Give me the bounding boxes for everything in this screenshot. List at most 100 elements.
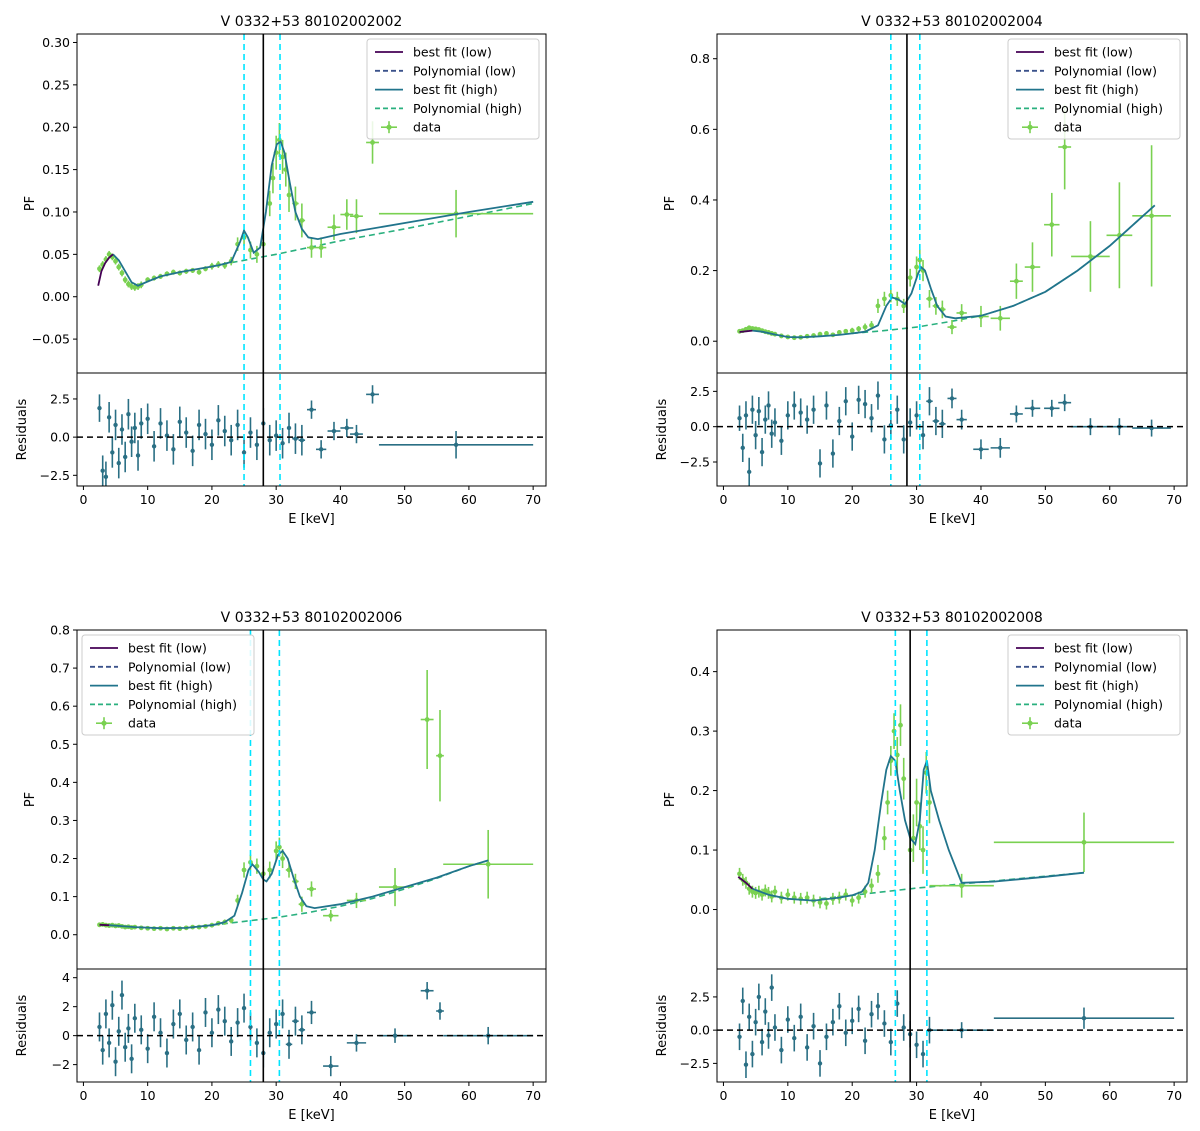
data-marker xyxy=(280,441,285,446)
data-marker xyxy=(856,895,862,901)
y-axis-label: PF xyxy=(663,792,678,807)
legend-box xyxy=(81,634,255,736)
data-marker xyxy=(392,1033,398,1038)
data-point xyxy=(1132,145,1171,287)
data-point xyxy=(862,323,868,331)
data-marker xyxy=(933,418,939,424)
data-point xyxy=(196,269,202,275)
data-marker xyxy=(959,883,965,889)
data-marker xyxy=(196,422,202,428)
residual-point xyxy=(216,405,221,436)
residual-point xyxy=(132,412,138,444)
residual-point xyxy=(837,992,842,1020)
data-point xyxy=(920,826,926,874)
x-tick-label: 50 xyxy=(1037,1088,1053,1103)
residual-point xyxy=(766,391,771,420)
data-marker xyxy=(139,1027,144,1033)
data-marker xyxy=(424,988,430,993)
data-point xyxy=(307,237,316,258)
data-marker xyxy=(122,277,128,283)
residual-point xyxy=(740,433,745,462)
residual-point xyxy=(222,415,227,447)
data-marker xyxy=(1013,278,1019,284)
data-point xyxy=(119,269,125,277)
residual-point xyxy=(139,408,144,439)
residual-point xyxy=(746,457,752,486)
data-marker xyxy=(145,1046,150,1051)
residual-point xyxy=(798,1003,803,1031)
data-marker xyxy=(997,315,1003,321)
residual-point xyxy=(292,1006,299,1036)
data-point xyxy=(804,891,810,904)
data-marker xyxy=(1049,406,1054,411)
data-marker xyxy=(850,434,855,439)
residual-point xyxy=(145,1034,150,1064)
data-marker xyxy=(424,717,430,722)
residual-point xyxy=(171,1009,176,1039)
residual-point xyxy=(875,992,881,1020)
data-marker xyxy=(270,175,276,181)
residual-point xyxy=(340,418,354,438)
data-marker xyxy=(145,416,150,422)
y-tick-label: 0.0 xyxy=(690,902,710,917)
data-marker xyxy=(920,1051,926,1057)
data-marker xyxy=(817,461,823,466)
residual-point xyxy=(785,401,791,430)
y-tick-label: 0.7 xyxy=(50,661,70,676)
residual-point xyxy=(267,1018,272,1048)
legend: best fit (low) Polynomial (low) best fit (… xyxy=(366,38,540,140)
y-axis-label: PF xyxy=(663,196,678,211)
residual-point xyxy=(862,1027,868,1055)
y-tick-label: 0.4 xyxy=(50,775,70,790)
residual-point xyxy=(203,997,208,1027)
legend-entry: data xyxy=(1022,716,1082,731)
residual-point xyxy=(203,418,208,450)
data-marker xyxy=(97,1024,102,1030)
y-tick-label: 0.6 xyxy=(50,699,70,714)
data-marker xyxy=(286,1042,292,1047)
data-marker xyxy=(328,913,334,919)
residual-point xyxy=(750,395,755,424)
data-marker xyxy=(203,431,208,437)
data-marker xyxy=(248,1024,253,1030)
legend-label: best fit (low) xyxy=(413,45,492,60)
main-plot-area xyxy=(737,704,1175,910)
data-point xyxy=(929,873,994,898)
residual-point xyxy=(158,408,163,439)
data-marker xyxy=(772,420,778,425)
data-marker xyxy=(254,442,260,447)
data-marker xyxy=(862,401,868,407)
residual-point xyxy=(740,987,745,1015)
data-point xyxy=(914,778,919,827)
data-point xyxy=(993,812,1175,873)
residual-point xyxy=(190,1012,195,1042)
data-point xyxy=(116,263,122,271)
legend-marker xyxy=(1027,124,1033,130)
x-tick-label: 10 xyxy=(140,1088,156,1103)
residual-point xyxy=(113,1047,118,1077)
data-marker xyxy=(843,328,849,334)
data-marker xyxy=(286,425,292,431)
data-marker xyxy=(209,442,215,447)
x-tick-label: 70 xyxy=(1166,492,1182,507)
x-tick-label: 50 xyxy=(397,1088,413,1103)
data-point xyxy=(910,814,916,862)
data-marker xyxy=(914,800,919,805)
residual-point xyxy=(920,1040,926,1068)
data-marker xyxy=(113,258,118,264)
x-tick-label: 0 xyxy=(719,1088,727,1103)
data-marker xyxy=(286,192,292,198)
data-marker xyxy=(811,407,816,412)
chart-title: V 0332+53 80102002006 xyxy=(221,610,403,626)
polynomial-high-line xyxy=(852,204,1156,335)
residual-plot-area xyxy=(737,381,1171,486)
legend-label: best fit (low) xyxy=(1054,641,1133,656)
residual-point xyxy=(228,424,234,456)
y-tick-label: 0.3 xyxy=(50,813,70,828)
residual-point xyxy=(254,1028,260,1058)
residual-point xyxy=(298,1015,306,1045)
data-marker xyxy=(959,310,965,316)
x-tick-label: 60 xyxy=(461,1088,477,1103)
data-marker xyxy=(769,985,774,990)
residual-point xyxy=(122,1032,128,1062)
